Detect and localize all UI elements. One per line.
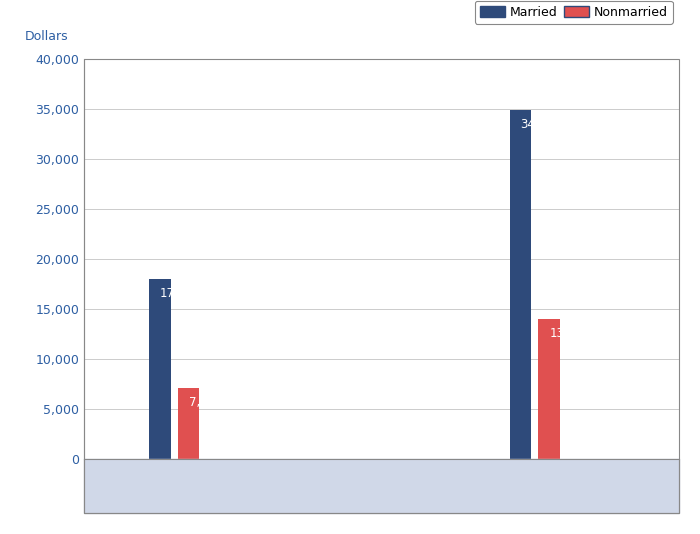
Bar <box>149 279 171 459</box>
Text: 34,900: 34,900 <box>520 118 561 131</box>
Text: Dollars: Dollars <box>25 30 68 43</box>
Text: 17,983: 17,983 <box>160 287 201 300</box>
Bar <box>538 319 560 459</box>
Text: 7,068: 7,068 <box>188 396 222 410</box>
Text: 13,999: 13,999 <box>550 327 590 340</box>
Bar <box>510 110 531 459</box>
Bar <box>178 388 200 459</box>
Legend: Married, Nonmarried: Married, Nonmarried <box>475 1 673 24</box>
